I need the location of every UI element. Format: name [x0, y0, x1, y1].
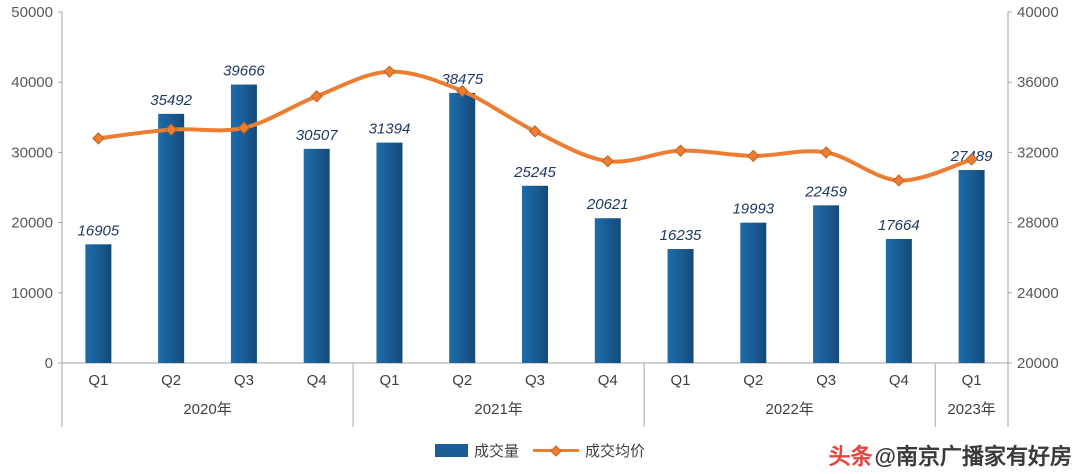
bar-value-label: 19993	[732, 201, 774, 218]
bar-value-label: 31394	[369, 121, 411, 138]
bar-value-label: 30507	[296, 127, 338, 144]
line-marker-icon	[383, 65, 396, 78]
bar-Q4	[594, 218, 621, 363]
chart-legend: 成交量 成交均价	[0, 440, 1080, 461]
line-marker-icon	[310, 90, 323, 103]
bar-Q1	[376, 142, 403, 363]
quarter-label: Q2	[161, 372, 181, 389]
left-axis-tick-label: 0	[45, 355, 53, 372]
left-axis-tick-label: 10000	[11, 285, 53, 302]
right-axis-tick-label: 20000	[1017, 355, 1059, 372]
combo-chart: 0 10000 20000 30000 40000 50000 20000 24000 2800…	[11, 4, 1059, 427]
bar-value-label: 16235	[660, 227, 702, 244]
bar-value-label: 16905	[78, 222, 120, 239]
watermark-account: @南京广播家有好房	[874, 444, 1072, 469]
line-marker-icon	[164, 123, 178, 136]
bar-value-label: 25245	[513, 164, 556, 181]
quarter-label: Q4	[598, 372, 618, 389]
quarter-label: Q1	[671, 372, 691, 389]
year-label: 2021年	[474, 401, 522, 418]
line-marker-icon	[965, 153, 978, 166]
line-marker-icon	[92, 132, 105, 145]
right-axis-tick-label: 28000	[1017, 215, 1059, 232]
volume-bar-swatch-icon	[434, 444, 468, 457]
bar-Q3	[813, 205, 840, 363]
year-label: 2023年	[947, 401, 995, 418]
bar-value-label: 35492	[150, 92, 192, 109]
quarter-label: Q1	[962, 372, 982, 389]
left-axis-tick-label: 50000	[11, 4, 53, 21]
left-axis-tick-label: 40000	[11, 74, 53, 91]
bar-value-label: 39666	[223, 63, 265, 80]
left-axis-tick-label: 30000	[11, 144, 53, 161]
quarter-label: Q1	[88, 372, 108, 389]
quarter-label: Q3	[816, 372, 836, 389]
bar-Q1	[958, 170, 985, 363]
quarter-label: Q2	[743, 372, 763, 389]
bar-Q4	[885, 238, 912, 363]
quarter-label: Q1	[379, 372, 399, 389]
line-marker-icon	[747, 149, 760, 163]
right-axis-tick-label: 36000	[1017, 74, 1059, 91]
left-axis-tick-label: 20000	[11, 215, 53, 232]
bar-value-label: 22459	[804, 183, 847, 200]
right-axis-tick-label: 40000	[1017, 4, 1059, 21]
line-marker-icon	[892, 174, 906, 187]
bar-Q1	[85, 244, 112, 363]
bar-Q4	[303, 148, 330, 363]
bar-Q1	[667, 249, 694, 363]
quarter-label: Q3	[525, 372, 545, 389]
legend-item-price: 成交均价	[533, 440, 645, 461]
legend-price-label: 成交均价	[585, 443, 646, 460]
year-label: 2022年	[766, 401, 814, 418]
quarter-label: Q4	[307, 372, 327, 389]
line-marker-icon	[674, 144, 687, 157]
toutiao-logo: 头条	[828, 444, 873, 469]
diamond-marker-icon	[550, 444, 562, 457]
bar-value-label: 20621	[586, 196, 629, 213]
line-marker-icon	[819, 146, 833, 159]
quarter-label: Q4	[889, 372, 909, 389]
quarter-label: Q2	[452, 372, 472, 389]
quarter-label: Q3	[234, 372, 254, 389]
bar-value-label: 38475	[441, 71, 483, 88]
watermark: 头条@南京广播家有好房	[829, 439, 1072, 471]
bar-value-label: 17664	[878, 217, 920, 234]
bar-Q3	[522, 185, 548, 363]
line-marker-icon	[237, 121, 251, 135]
line-marker-icon	[528, 125, 542, 138]
year-label: 2020年	[183, 401, 231, 418]
legend-volume-label: 成交量	[473, 443, 519, 460]
line-marker-icon	[456, 84, 469, 98]
right-axis-tick-label: 24000	[1017, 285, 1059, 302]
bar-Q2	[158, 113, 185, 363]
bar-Q2	[740, 222, 767, 363]
bar-Q2	[449, 92, 476, 363]
price-line-swatch-icon	[533, 444, 579, 457]
legend-item-volume: 成交量	[434, 440, 519, 461]
line-marker-icon	[601, 154, 614, 168]
right-axis-tick-label: 32000	[1017, 144, 1059, 161]
